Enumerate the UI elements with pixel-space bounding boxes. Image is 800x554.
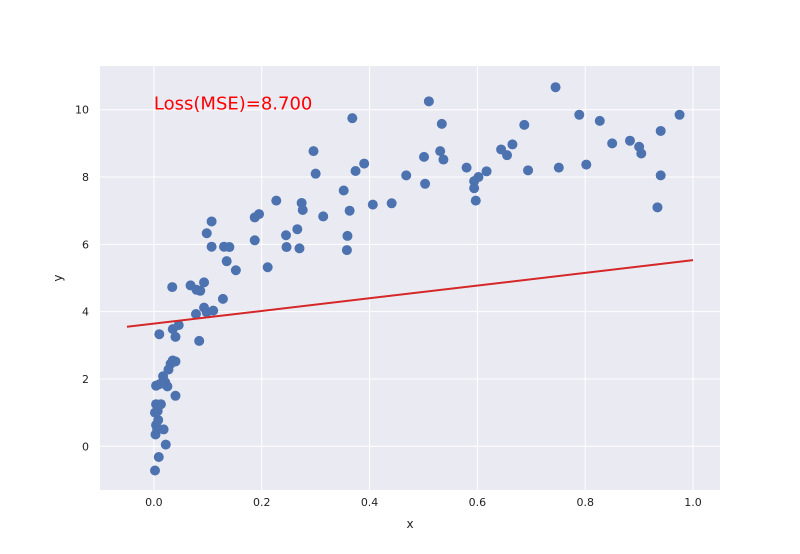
y-tick-label: 10 — [75, 104, 89, 117]
scatter-point — [224, 242, 235, 253]
loss-annotation: Loss(MSE)=8.700 — [154, 94, 312, 115]
x-tick-label: 0.2 — [253, 496, 271, 509]
scatter-point — [170, 356, 181, 367]
scatter-point — [674, 109, 685, 120]
scatter-point — [438, 154, 449, 165]
scatter-point — [519, 119, 530, 130]
scatter-point — [208, 305, 219, 316]
scatter-point — [469, 183, 480, 194]
x-axis-label: x — [406, 517, 413, 531]
scatter-point — [636, 148, 647, 159]
y-axis-label: y — [51, 274, 65, 281]
scatter-point — [249, 235, 260, 246]
scatter-point — [199, 277, 210, 288]
scatter-point — [190, 309, 201, 320]
grid-layer — [100, 66, 720, 490]
scatter-point — [154, 329, 165, 340]
x-tick-label: 0.8 — [576, 496, 594, 509]
scatter-point — [206, 241, 217, 252]
scatter-point — [436, 118, 447, 129]
scatter-point — [217, 293, 228, 304]
scatter-point — [221, 256, 232, 267]
scatter-point — [507, 139, 518, 150]
scatter-point — [281, 242, 292, 253]
scatter-point — [624, 135, 635, 146]
x-tick-label: 0.4 — [361, 496, 379, 509]
scatter-point — [574, 109, 585, 120]
scatter-point — [435, 146, 446, 157]
scatter-point — [461, 162, 472, 173]
scatter-point — [420, 178, 431, 189]
scatter-point — [271, 195, 282, 206]
scatter-point — [347, 113, 358, 124]
y-tick-label: 0 — [82, 440, 89, 453]
scatter-point — [318, 211, 329, 222]
scatter-point — [155, 399, 166, 410]
scatter-point — [655, 170, 666, 181]
y-tick-label: 8 — [82, 171, 89, 184]
x-tick-label: 0.6 — [469, 496, 487, 509]
scatter-point — [607, 138, 618, 149]
regression-line — [126, 259, 694, 328]
scatter-point — [194, 335, 205, 346]
scatter-point — [367, 199, 378, 210]
y-tick-label: 2 — [82, 373, 89, 386]
scatter-point — [655, 125, 666, 136]
scatter-point — [149, 465, 160, 476]
plot-background — [100, 66, 720, 490]
scatter-point — [170, 390, 181, 401]
scatter-point — [581, 159, 592, 170]
scatter-point — [310, 168, 321, 179]
scatter-point — [195, 285, 206, 296]
scatter-point — [473, 172, 484, 183]
scatter-point — [481, 166, 492, 177]
scatter-point — [292, 224, 303, 235]
scatter-point — [153, 452, 164, 463]
scatter-point — [344, 205, 355, 216]
scatter-point — [523, 165, 534, 176]
scatter-point — [254, 209, 265, 220]
scatter-point — [167, 282, 178, 293]
scatter-point — [359, 158, 370, 169]
tick-layer: 0.0 0.2 0.4 0.6 0.8 1.0 0 2 4 6 8 10 — [75, 104, 702, 509]
scatter-point — [553, 162, 564, 173]
scatter-point — [281, 230, 291, 241]
scatter-point — [401, 170, 412, 181]
series-layer — [126, 82, 694, 476]
scatter-point — [652, 202, 663, 213]
scatter-point — [350, 165, 361, 176]
y-tick-label: 6 — [82, 238, 89, 251]
scatter-point — [206, 216, 217, 227]
scatter-point — [502, 150, 513, 161]
scatter-point — [170, 331, 181, 342]
scatter-point — [419, 151, 430, 162]
scatter-point — [308, 146, 319, 157]
scatter-point — [230, 265, 241, 276]
x-tick-label: 0.0 — [145, 496, 163, 509]
scatter-point — [470, 195, 481, 206]
scatter-point — [173, 320, 184, 331]
scatter-point — [158, 424, 169, 435]
scatter-point — [162, 381, 173, 392]
scatter-point — [386, 198, 397, 209]
scatter-point — [550, 82, 561, 93]
scatter-point — [594, 115, 605, 126]
scatter-point — [423, 96, 434, 107]
y-tick-label: 4 — [82, 306, 89, 319]
scatter-point — [342, 230, 353, 241]
scatter-point — [160, 439, 171, 450]
scatter-point — [294, 243, 305, 254]
scatter-point — [201, 228, 212, 239]
scatter-point — [338, 185, 349, 196]
scatter-point — [297, 205, 308, 216]
scatter-point — [262, 262, 273, 273]
scatter-point — [341, 245, 352, 256]
x-tick-label: 1.0 — [684, 496, 702, 509]
